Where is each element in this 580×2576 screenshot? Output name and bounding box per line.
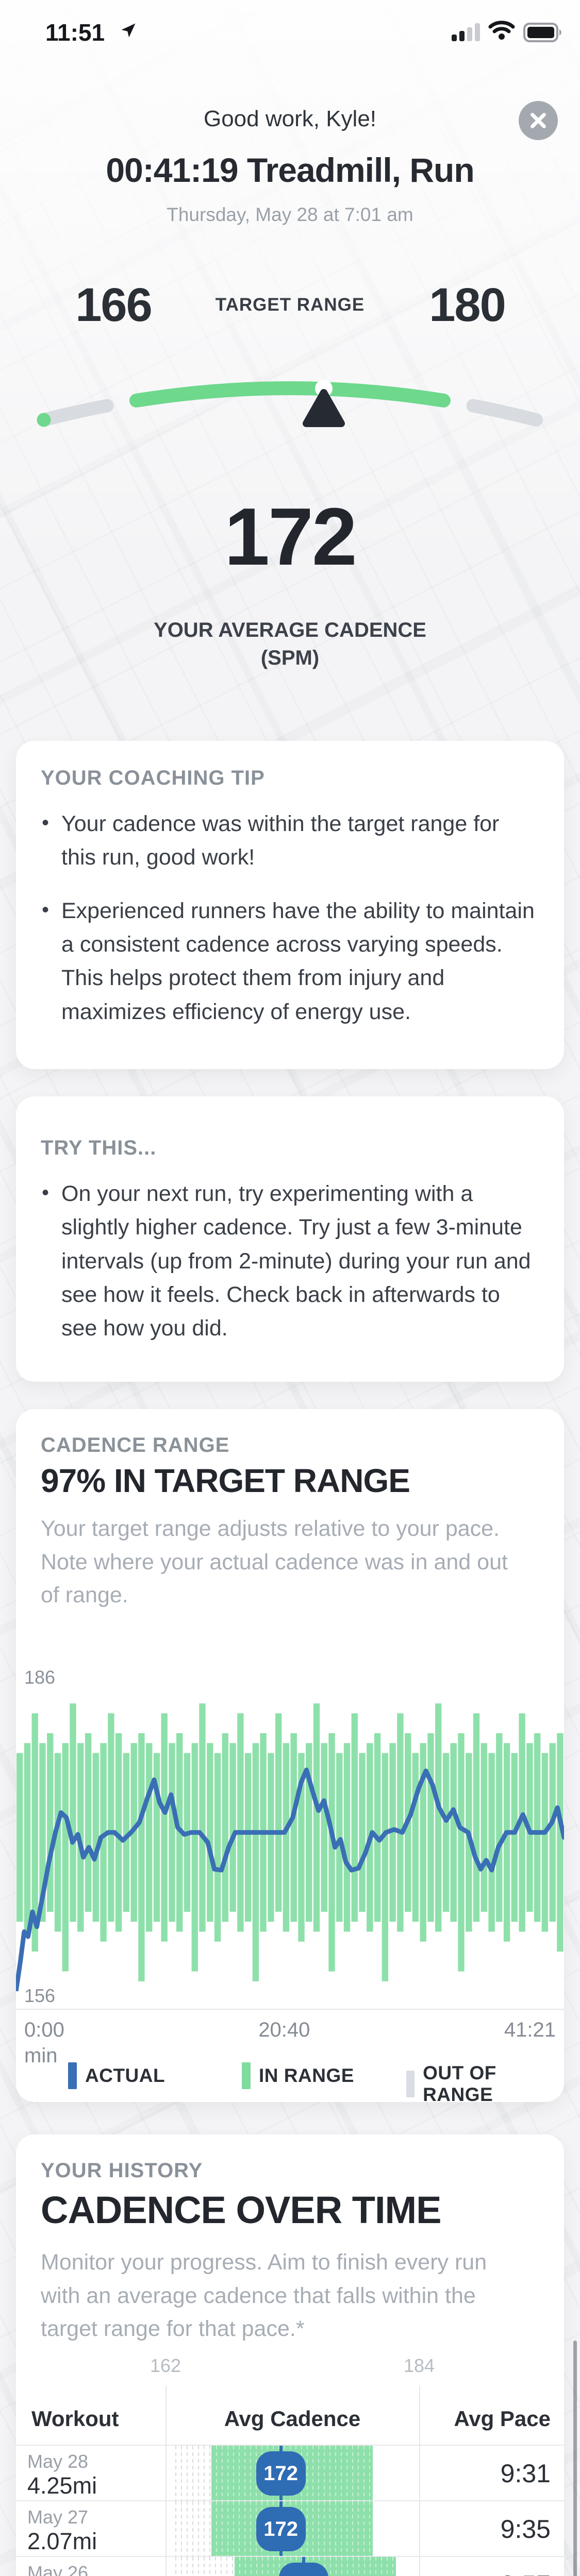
bullet-item: Your cadence was within the target range… xyxy=(41,807,539,875)
chart-ymin-label: 156 xyxy=(24,1985,56,2006)
coaching-tip-label: YOUR COACHING TIP xyxy=(41,767,265,789)
cellular-signal-icon xyxy=(452,23,480,41)
try-this-bullets: On your next run, try experimenting with… xyxy=(41,1177,564,1346)
legend-item: OUT OF RANGE xyxy=(406,2062,564,2106)
workout-distance: 4.25mi xyxy=(27,2472,97,2499)
history-row[interactable]: 172 May 28 4.25mi 9:31 xyxy=(16,2445,564,2500)
workout-distance: 2.07mi xyxy=(27,2528,97,2554)
try-this-card: TRY THIS... On your next run, try experi… xyxy=(16,1096,564,1382)
history-row[interactable]: 174May 267.60mi8:57 xyxy=(16,2556,564,2576)
wifi-icon xyxy=(488,21,515,43)
legend-swatch xyxy=(68,2062,77,2089)
status-icons xyxy=(452,21,561,43)
gauge-marker-triangle xyxy=(303,389,345,427)
legend-label: ACTUAL xyxy=(85,2065,165,2086)
col-header-avg-pace: Avg Pace xyxy=(454,2406,551,2431)
chart-legend: ACTUAL IN RANGE OUT OF RANGE xyxy=(16,2062,564,2105)
workout-date: Thursday, May 28 at 7:01 am xyxy=(167,204,413,225)
x-axis-end: 41:21 xyxy=(504,2019,556,2041)
history-row[interactable]: 172 May 27 2.07mi 9:35 xyxy=(16,2500,564,2556)
target-range-label: TARGET RANGE xyxy=(215,295,365,315)
history-label: YOUR HISTORY xyxy=(41,2159,203,2182)
avg-cadence-badge: 172 xyxy=(256,2507,306,2551)
cadence-range-description: Your target range adjusts relative to yo… xyxy=(41,1516,508,1607)
coaching-tip-bullets: Your cadence was within the target range… xyxy=(41,807,564,1029)
cadence-range-chart xyxy=(16,1703,564,1991)
status-bar: 11:51 xyxy=(0,14,580,50)
close-button[interactable] xyxy=(519,101,558,140)
legend-label: IN RANGE xyxy=(259,2065,354,2086)
history-headline: CADENCE OVER TIME xyxy=(41,2189,442,2231)
in-target-headline: 97% IN TARGET RANGE xyxy=(41,1462,410,1499)
col-header-workout: Workout xyxy=(31,2406,119,2431)
history-description: Monitor your progress. Aim to finish eve… xyxy=(41,2250,487,2341)
average-cadence-value: 172 xyxy=(224,492,357,582)
x-axis-start: 0:00 min xyxy=(24,2019,64,2067)
legend-swatch xyxy=(242,2062,251,2089)
workout-title: 00:41:19 Treadmill, Run xyxy=(106,151,474,189)
target-range-max: 180 xyxy=(429,279,506,331)
avg-pace-value: 9:31 xyxy=(500,2459,551,2488)
avg-cadence-badge: 172 xyxy=(256,2451,306,2496)
avg-pace-value: 9:35 xyxy=(500,2515,551,2544)
bullet-item: On your next run, try experimenting with… xyxy=(41,1177,539,1346)
history-axis-right: 184 xyxy=(403,2355,435,2376)
cadence-range-label: CADENCE RANGE xyxy=(41,1434,230,1456)
bullet-item: Experienced runners have the ability to … xyxy=(41,894,539,1029)
chart-ymax-label: 186 xyxy=(24,1667,56,1688)
target-range-row: 166 TARGET RANGE 180 xyxy=(0,278,580,340)
greeting-text: Good work, Kyle! xyxy=(203,106,377,131)
legend-item: IN RANGE xyxy=(242,2062,354,2089)
avg-pace-value: 8:57 xyxy=(501,2557,551,2576)
cadence-gauge xyxy=(37,380,543,427)
target-range-min: 166 xyxy=(75,279,153,331)
status-time: 11:51 xyxy=(45,19,105,46)
history-axis-left: 162 xyxy=(150,2355,181,2376)
cadence-range-card: CADENCE RANGE 97% IN TARGET RANGE Your t… xyxy=(16,1409,564,2105)
chart-x-axis: 0:00 min 20:40 41:21 xyxy=(16,2017,564,2069)
legend-item: ACTUAL xyxy=(68,2062,165,2089)
history-card: YOUR HISTORY CADENCE OVER TIME Monitor y… xyxy=(16,2134,564,2576)
workout-date: May 26 xyxy=(27,2562,89,2576)
avg-cadence-badge: 174 xyxy=(279,2563,329,2576)
x-axis-mid: 20:40 xyxy=(258,2019,310,2041)
average-cadence-label: YOUR AVERAGE CADENCE (SPM) xyxy=(154,619,426,669)
try-this-label: TRY THIS... xyxy=(41,1137,157,1159)
legend-label: OUT OF RANGE xyxy=(423,2062,496,2105)
coaching-tip-card: YOUR COACHING TIP Your cadence was withi… xyxy=(16,741,564,1069)
col-header-avg-cadence: Avg Cadence xyxy=(224,2406,361,2431)
legend-swatch xyxy=(406,2071,415,2097)
workout-date: May 28 xyxy=(27,2451,89,2472)
battery-icon xyxy=(523,22,561,42)
scrollbar[interactable] xyxy=(573,2341,577,2576)
workout-date: May 27 xyxy=(27,2506,89,2528)
gauge-green-arc xyxy=(37,381,543,427)
location-services-icon xyxy=(120,22,137,42)
